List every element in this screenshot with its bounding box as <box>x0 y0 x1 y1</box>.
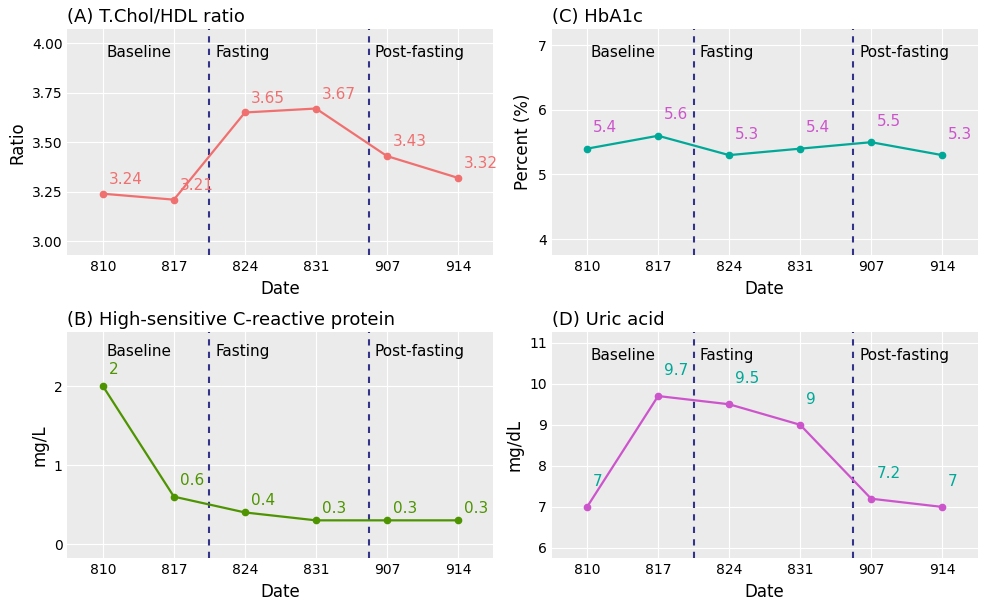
Text: Baseline: Baseline <box>591 45 656 60</box>
Text: 7: 7 <box>593 474 602 489</box>
X-axis label: Date: Date <box>260 583 301 600</box>
Text: 7.2: 7.2 <box>877 466 901 481</box>
X-axis label: Date: Date <box>260 280 301 298</box>
Text: Baseline: Baseline <box>106 45 172 60</box>
Text: Baseline: Baseline <box>106 343 172 359</box>
Text: 2: 2 <box>108 362 118 377</box>
Text: Post-fasting: Post-fasting <box>859 45 950 60</box>
Text: 5.3: 5.3 <box>948 127 972 141</box>
X-axis label: Date: Date <box>744 280 785 298</box>
Text: (B) High-sensitive C-reactive protein: (B) High-sensitive C-reactive protein <box>67 311 395 329</box>
Text: Fasting: Fasting <box>699 45 753 60</box>
Text: 5.3: 5.3 <box>735 127 759 141</box>
Text: 9.5: 9.5 <box>735 371 759 386</box>
Text: 0.3: 0.3 <box>463 501 488 516</box>
Text: Fasting: Fasting <box>699 348 753 363</box>
Text: (D) Uric acid: (D) Uric acid <box>551 311 665 329</box>
Text: Fasting: Fasting <box>215 343 269 359</box>
Text: Post-fasting: Post-fasting <box>375 343 464 359</box>
Text: 0.3: 0.3 <box>321 501 346 516</box>
Y-axis label: Ratio: Ratio <box>8 121 27 164</box>
Text: 9: 9 <box>806 392 815 407</box>
Text: 9.7: 9.7 <box>664 363 688 378</box>
Text: Fasting: Fasting <box>215 45 269 60</box>
Text: 5.4: 5.4 <box>593 120 617 135</box>
Text: Post-fasting: Post-fasting <box>859 348 950 363</box>
Y-axis label: Percent (%): Percent (%) <box>515 94 532 191</box>
Text: 3.67: 3.67 <box>321 86 356 102</box>
Text: 0.3: 0.3 <box>392 501 417 516</box>
Text: 3.43: 3.43 <box>392 135 427 149</box>
Text: 3.32: 3.32 <box>463 156 498 171</box>
Text: (A) T.Chol/HDL ratio: (A) T.Chol/HDL ratio <box>67 9 246 26</box>
Y-axis label: mg/L: mg/L <box>31 424 48 466</box>
Text: 3.24: 3.24 <box>108 172 142 187</box>
Text: 5.5: 5.5 <box>877 114 901 128</box>
Text: 5.6: 5.6 <box>664 107 688 122</box>
Text: Baseline: Baseline <box>591 348 656 363</box>
Y-axis label: mg/dL: mg/dL <box>506 419 524 471</box>
Text: 7: 7 <box>948 474 957 489</box>
X-axis label: Date: Date <box>744 583 785 600</box>
Text: 3.65: 3.65 <box>250 91 285 106</box>
Text: Post-fasting: Post-fasting <box>375 45 464 60</box>
Text: 0.6: 0.6 <box>179 473 204 488</box>
Text: 5.4: 5.4 <box>806 120 830 135</box>
Text: (C) HbA1c: (C) HbA1c <box>551 9 643 26</box>
Text: 0.4: 0.4 <box>250 493 275 508</box>
Text: 3.21: 3.21 <box>179 178 213 193</box>
